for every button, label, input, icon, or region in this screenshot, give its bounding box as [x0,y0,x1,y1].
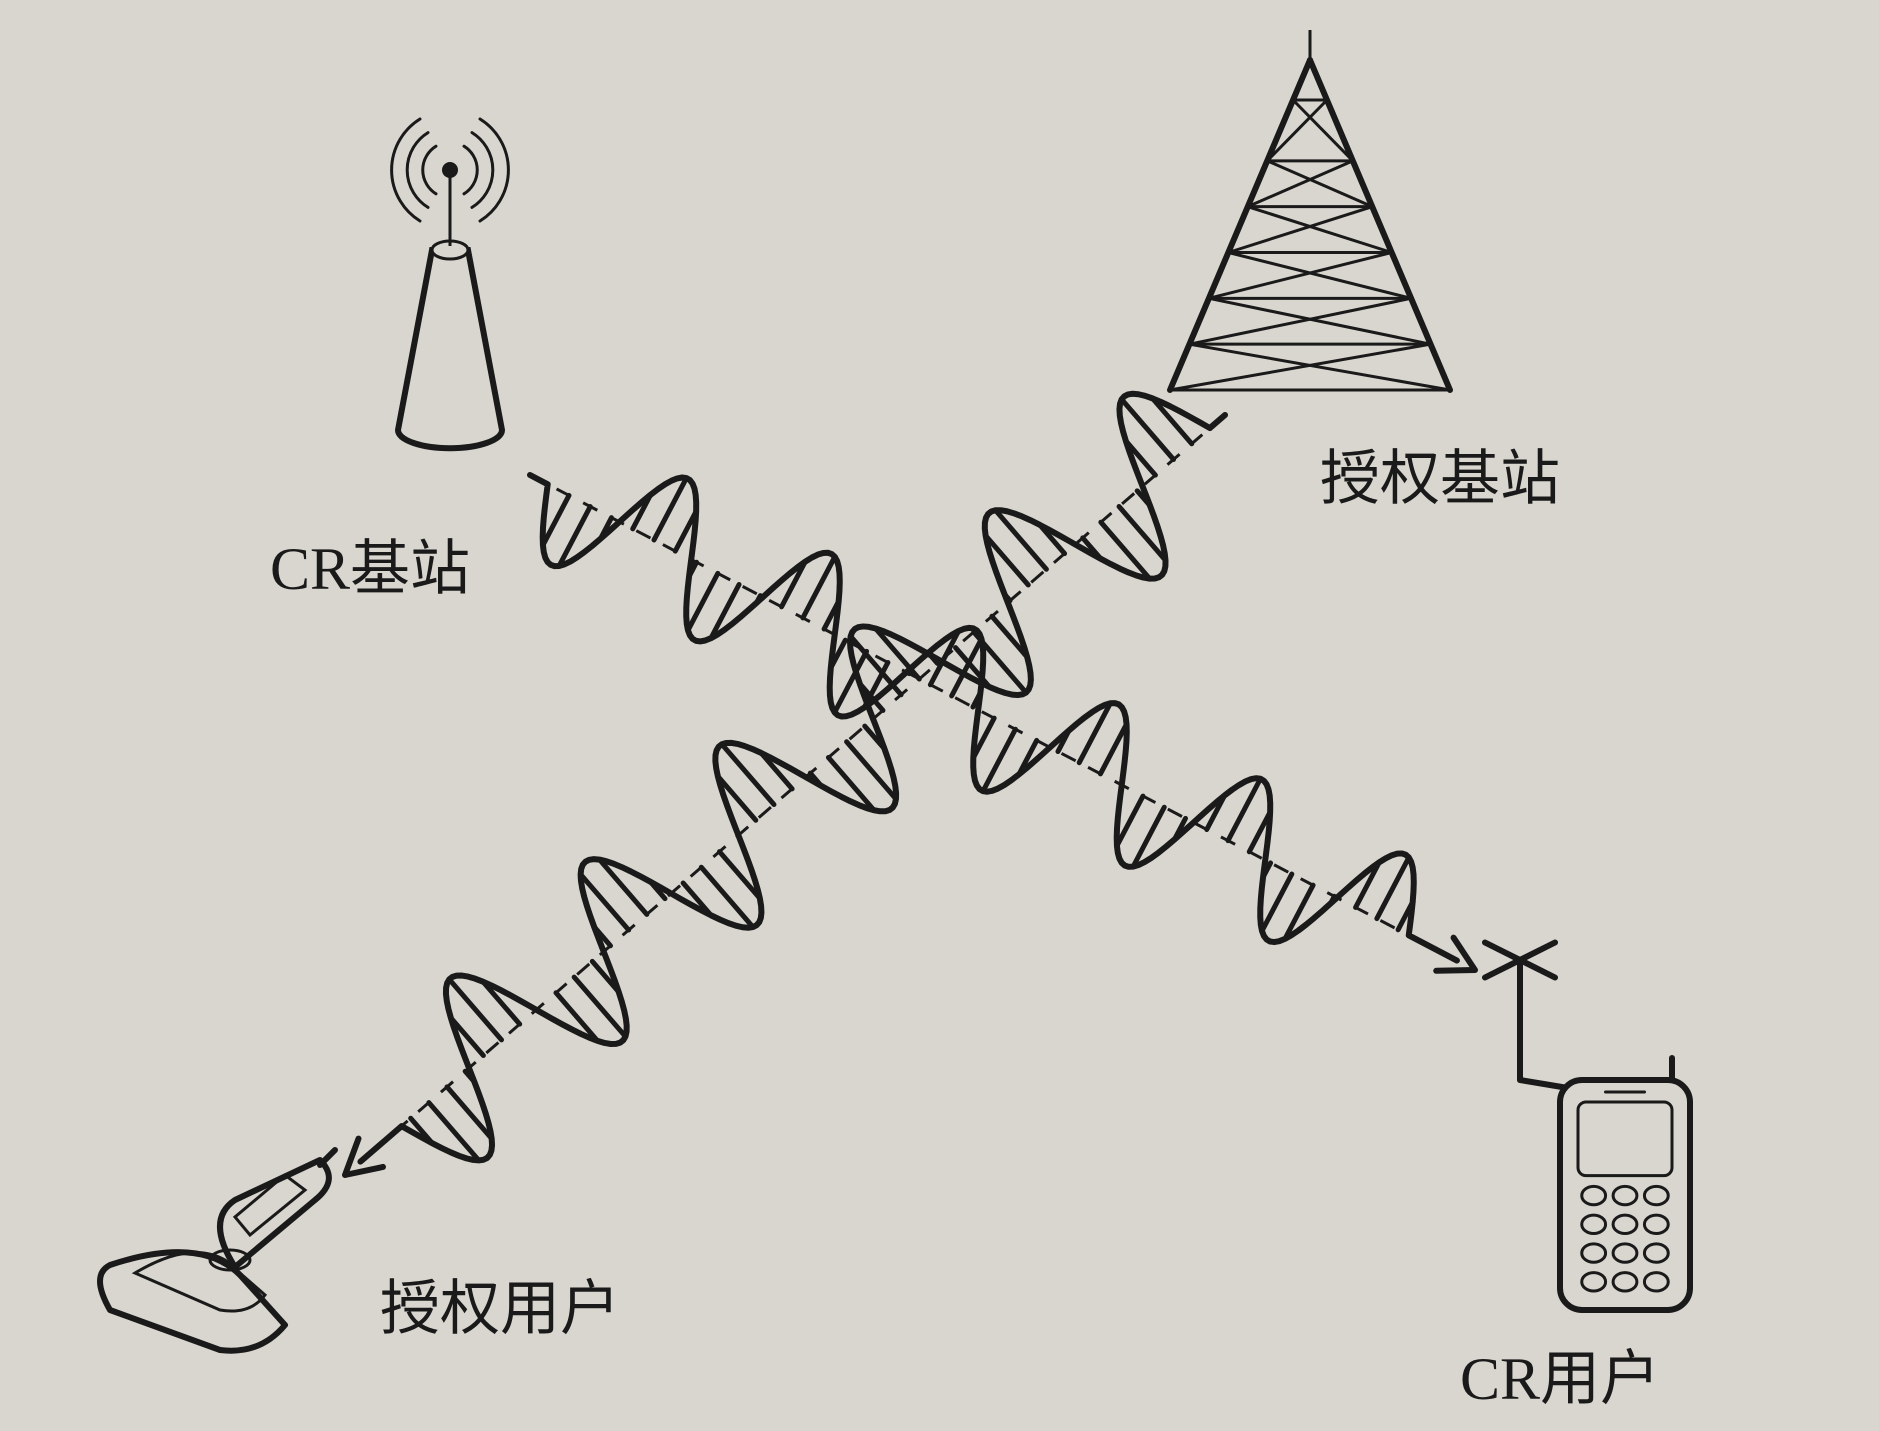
label-cr-user: CR用户 [1460,1330,1660,1417]
diagram-canvas [0,0,1879,1431]
label-cr-base-station: CR基站 [270,520,470,607]
label-auth-base-station: 授权基站 [1320,430,1560,517]
label-auth-user: 授权用户 [380,1260,620,1347]
